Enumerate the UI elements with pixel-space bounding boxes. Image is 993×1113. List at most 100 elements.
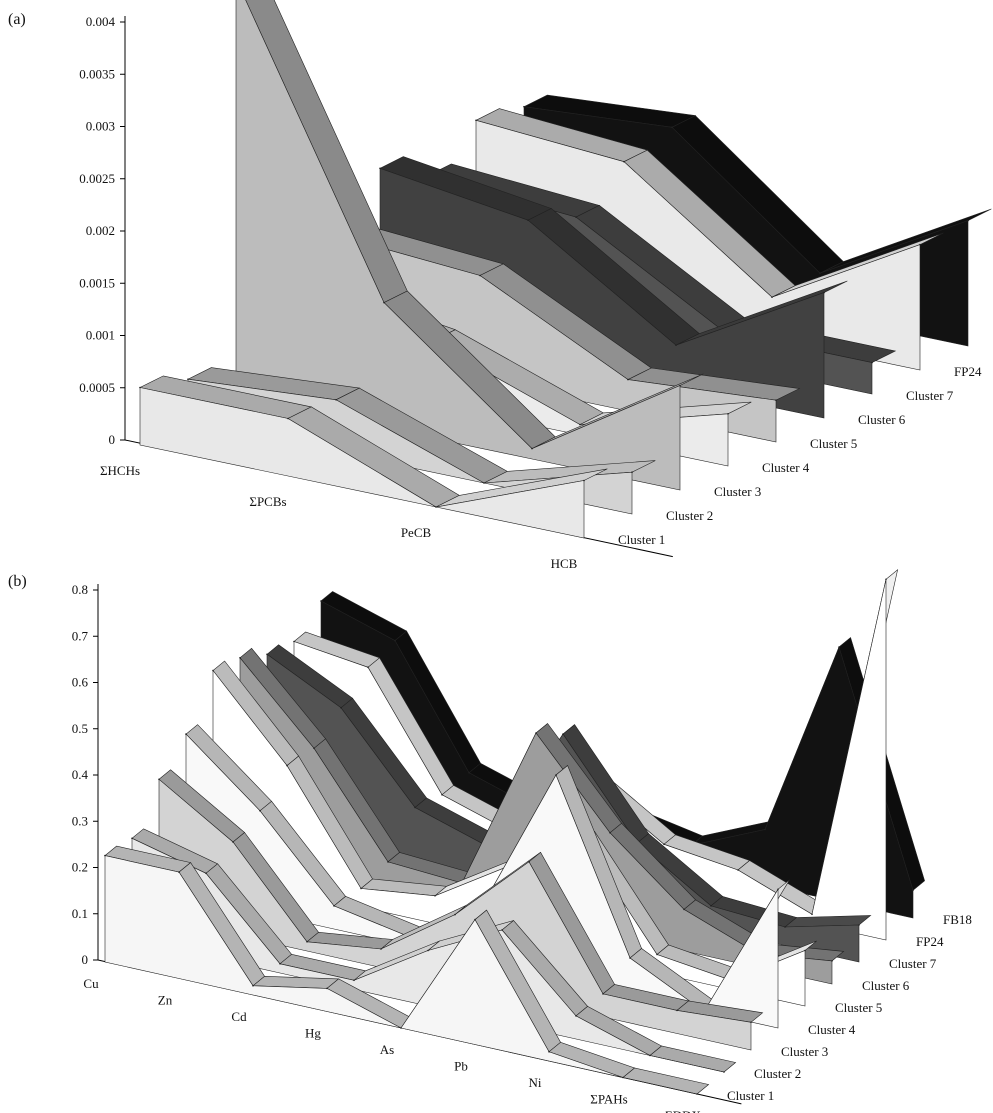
data-point [523,105,525,108]
data-point [387,861,389,863]
data-point [631,471,633,474]
data-point [858,924,860,926]
data-point [531,447,533,450]
data-point [313,747,315,750]
data-point [379,167,381,170]
data-point [535,732,537,734]
series-cluster-6 [379,156,848,419]
data-point [479,274,481,277]
category-label: Cd [231,1009,247,1024]
data-point [912,889,914,892]
data-point [306,941,308,943]
ribbon-front-face [139,387,585,539]
data-point [187,378,189,381]
data-point [474,918,476,921]
data-point [212,669,214,672]
data-point [501,929,503,931]
series-cluster-4 [185,724,790,1029]
y-tick-label: 0.4 [72,767,89,782]
data-point [266,653,268,656]
data-point [475,119,477,122]
y-tick-label: 0.001 [86,328,115,343]
ribbon-front-face [104,855,698,1095]
data-point [675,344,677,347]
data-point [435,506,437,508]
series-label: Cluster 1 [727,1088,774,1103]
series-label: Cluster 6 [858,412,906,427]
y-tick-label: 0.5 [72,721,88,736]
chart-panel-a: (a) 0 0.0005 0.001 0.0015 0.002 0.0025 0.003 0.0… [8,0,992,571]
data-point [441,794,443,796]
data-point [871,361,873,364]
data-point [527,219,529,221]
data-point [320,600,322,602]
data-point [627,378,629,381]
category-label: PeCB [401,525,432,540]
data-point [360,887,362,890]
y-tick-label: 0.0005 [79,380,115,395]
data-point [427,949,429,952]
data-point [575,1015,577,1017]
ribbon-top-segment [649,1045,737,1073]
data-point [232,841,234,843]
data-point [528,861,530,863]
data-point [139,386,141,389]
category-label: Ni [529,1075,542,1090]
data-point [710,905,712,907]
panel-label: (a) [8,11,26,28]
chart-panel-b: (b) 0 0.1 0.2 0.3 0.4 0.5 0.6 0.7 0.8 Cu Zn Cd Hg As Pb… [8,569,972,1113]
series-cluster-3 [158,769,764,1051]
data-point [723,1071,725,1073]
data-point [414,806,416,809]
data-point [468,772,470,774]
data-point [383,301,385,304]
y-tick-label: 0.0035 [79,66,115,81]
data-point [885,578,887,581]
series-label: Cluster 6 [862,978,910,993]
y-tick-label: 0.3 [72,813,88,828]
series-cluster-3 [235,0,704,491]
data-point [104,854,106,857]
data-point [205,872,207,875]
data-point [185,733,187,735]
data-point [555,774,557,776]
series-label: Cluster 4 [808,1022,856,1037]
y-tick-label: 0.003 [86,119,115,134]
category-label: Cu [83,976,99,991]
data-point [335,399,337,401]
series-cluster-1 [139,375,608,539]
category-label: ΣHCHs [100,463,140,478]
data-point [454,913,456,916]
category-label: ΣPAHs [590,1092,627,1107]
data-point [819,272,821,275]
data-point [400,1027,402,1029]
data-point [340,707,342,709]
y-tick-label: 0.0015 [79,275,115,290]
data-point [583,479,585,482]
data-point [737,869,739,871]
data-point [656,953,658,956]
data-point [293,640,295,643]
data-point [279,963,281,965]
y-tick-label: 0.2 [72,860,88,875]
data-point [623,160,625,163]
category-label: Zn [158,993,173,1008]
data-point [784,926,786,928]
data-point [286,764,288,767]
series-cluster-1 [104,845,710,1095]
series-label: FP24 [916,934,944,949]
data-point [287,417,289,420]
series-label: Cluster 3 [714,484,761,499]
data-point [671,126,673,129]
data-point [811,913,813,916]
series-label: FB18 [943,912,972,927]
data-point [750,1021,752,1024]
data-point [696,1093,698,1095]
data-point [649,1054,651,1057]
data-point [158,778,160,781]
y-tick-label: 0 [82,952,89,967]
data-point [252,985,254,987]
data-point [326,987,328,990]
y-tick-label: 0.6 [72,675,89,690]
